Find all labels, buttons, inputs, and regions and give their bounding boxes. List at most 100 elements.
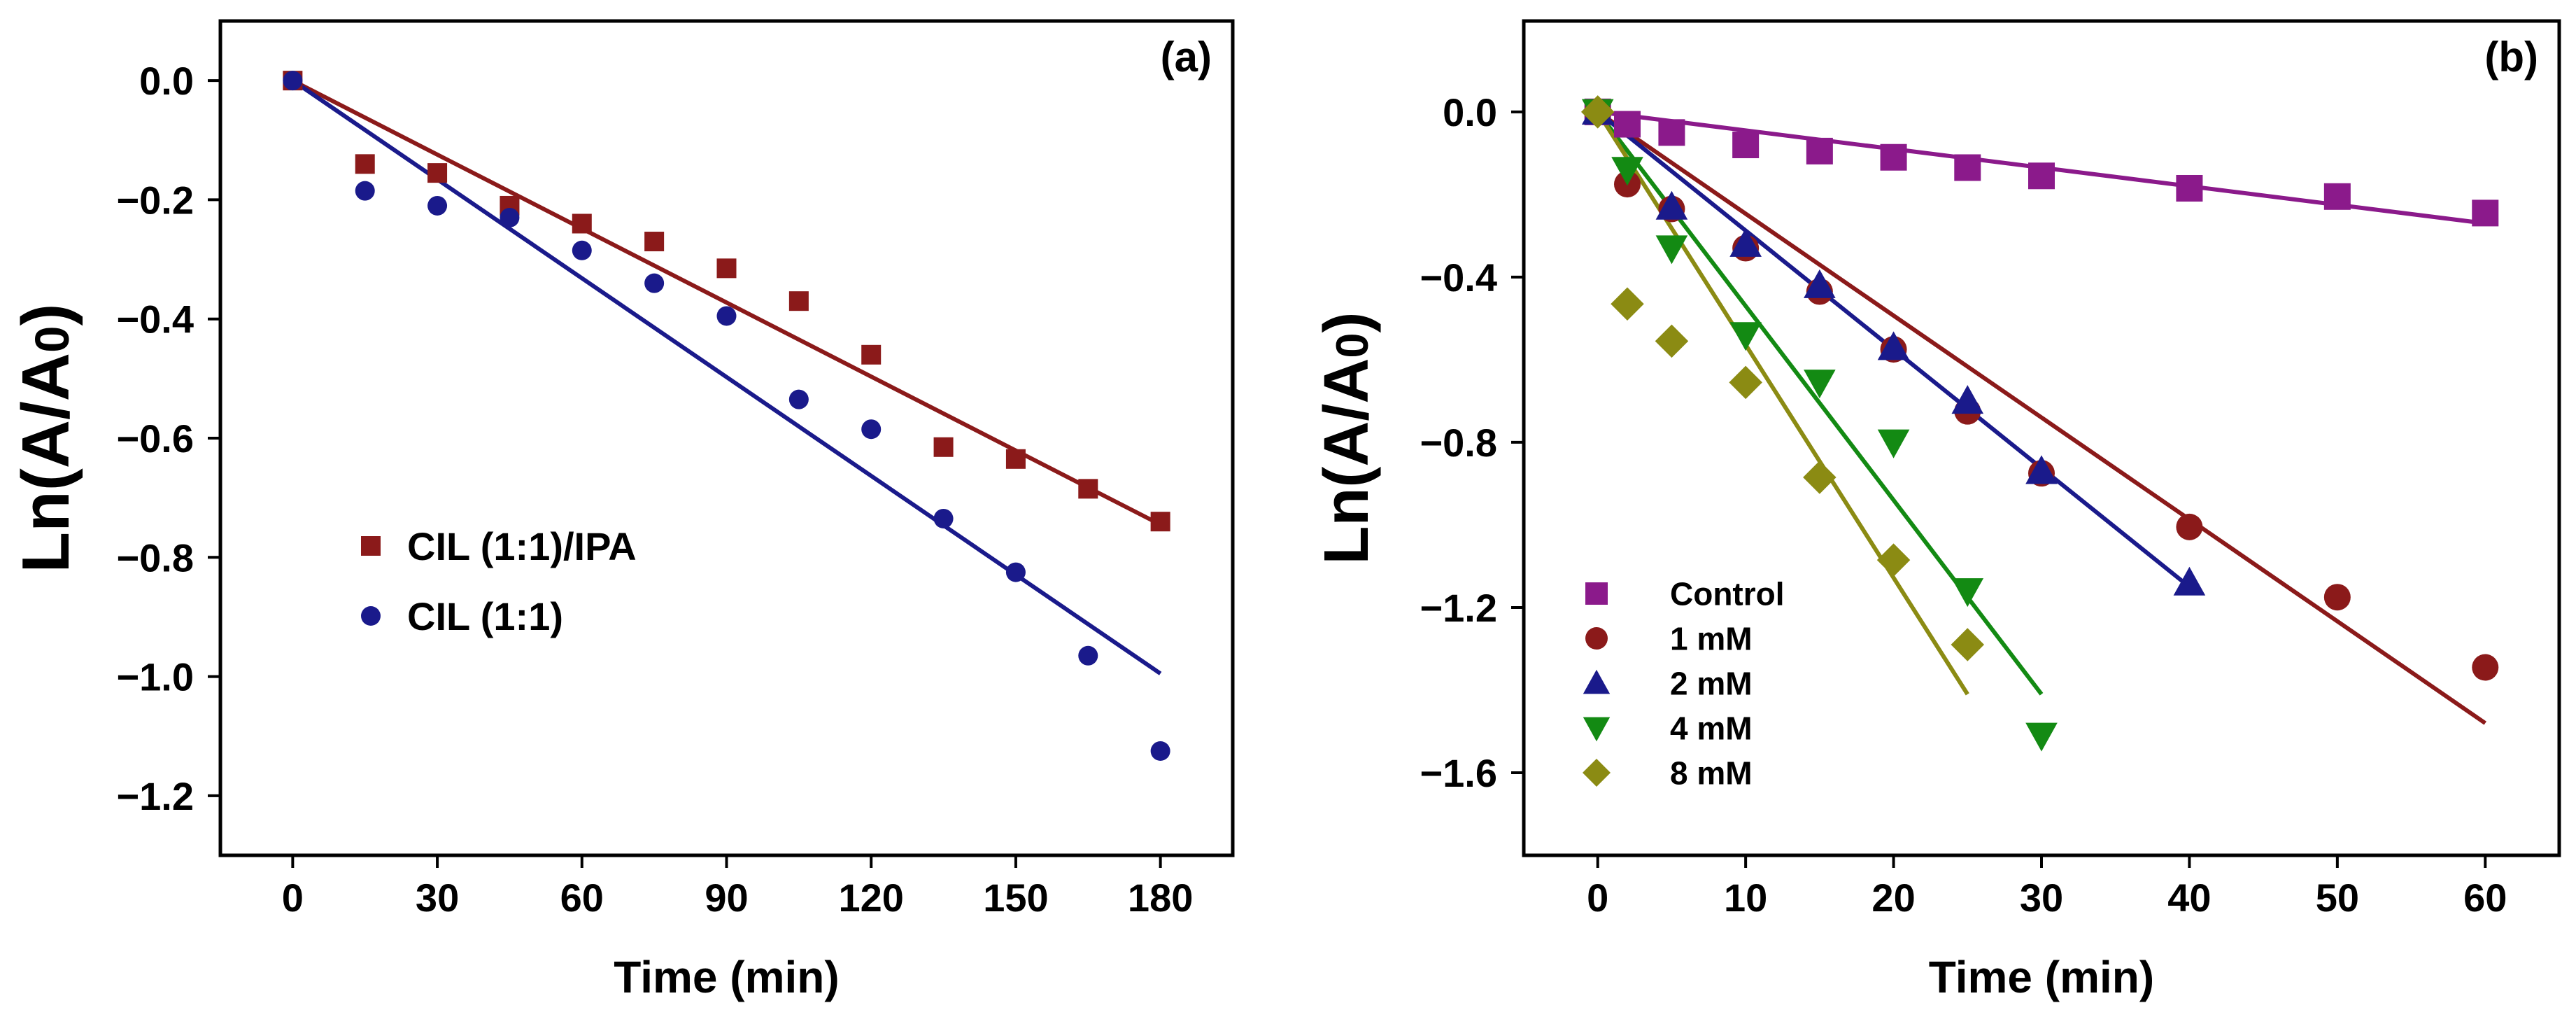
data-point-2-mm xyxy=(1655,190,1688,220)
data-point-control xyxy=(1614,111,1641,138)
y-tick-label-a: −1.0 xyxy=(116,655,194,699)
x-tick-label-b: 20 xyxy=(1871,876,1915,920)
data-point-cil-1-1-ipa xyxy=(861,344,882,365)
x-tick-label-a: 30 xyxy=(416,876,459,920)
y-axis-label-a: Ln(A/A0) xyxy=(8,304,83,573)
fit-line-cil-1-1 xyxy=(291,78,1162,675)
data-point-8-mm xyxy=(1729,365,1762,400)
legend-marker-control xyxy=(1585,582,1608,605)
x-tick-label-a: 0 xyxy=(282,876,304,920)
data-point-4-mm xyxy=(1729,322,1762,351)
data-point-1-mm xyxy=(2472,654,2499,681)
data-point-cil-1-1-ipa xyxy=(427,163,448,183)
plot-frame-a xyxy=(218,19,1235,857)
data-point-control xyxy=(2176,174,2203,202)
x-tick-label-b: 40 xyxy=(2167,876,2211,920)
x-tick-label-a: 60 xyxy=(560,876,604,920)
data-point-8-mm xyxy=(1580,95,1615,129)
data-point-cil-1-1-ipa xyxy=(933,437,954,457)
data-point-4-mm xyxy=(1951,578,1984,608)
y-tick-label-a: −0.4 xyxy=(116,297,194,342)
legend-marker-cil-1-1-ipa xyxy=(361,536,381,556)
y-tick-label-a: −0.2 xyxy=(116,178,194,222)
y-tick-label-b: 0.0 xyxy=(1443,90,1497,134)
data-point-cil-1-1-ipa xyxy=(1005,449,1026,469)
data-point-cil-1-1-ipa xyxy=(572,213,592,234)
data-point-2-mm xyxy=(2173,566,2206,596)
legend-label-control: Control xyxy=(1670,576,1785,612)
x-tick-label-a: 180 xyxy=(1128,876,1193,920)
fit-line-cil-1-1-ipa xyxy=(291,78,1162,527)
data-point-control xyxy=(2472,199,2499,227)
data-point-cil-1-1 xyxy=(861,419,882,440)
y-tick-label-a: −1.2 xyxy=(116,774,194,818)
data-point-cil-1-1-ipa xyxy=(1078,479,1098,499)
data-point-8-mm xyxy=(1803,461,1837,494)
legend-label-2-mm: 2 mM xyxy=(1670,666,1753,702)
data-point-8-mm xyxy=(1655,324,1689,358)
data-point-cil-1-1 xyxy=(355,181,375,201)
x-tick-label-a: 90 xyxy=(705,876,748,920)
data-point-control xyxy=(1732,132,1760,159)
y-tick-label-a: 0.0 xyxy=(139,59,194,103)
data-point-control xyxy=(1954,154,1981,181)
data-point-8-mm xyxy=(1876,543,1911,577)
legend-marker-cil-1-1 xyxy=(361,606,381,626)
x-tick-label-b: 0 xyxy=(1587,876,1608,920)
data-point-8-mm xyxy=(1611,287,1644,321)
data-point-cil-1-1-ipa xyxy=(716,258,737,279)
data-point-cil-1-1-ipa xyxy=(788,291,809,311)
data-point-2-mm xyxy=(1804,269,1836,298)
data-point-cil-1-1 xyxy=(500,207,520,227)
data-point-4-mm xyxy=(1611,157,1643,186)
data-point-2-mm xyxy=(2025,455,2058,484)
y-tick-label-a: −0.8 xyxy=(116,535,194,580)
x-axis-label-a: Time (min) xyxy=(614,952,839,1002)
legend-marker-8-mm xyxy=(1583,759,1611,787)
data-point-control xyxy=(1658,119,1685,146)
data-point-cil-1-1 xyxy=(716,306,737,326)
data-point-cil-1-1 xyxy=(1150,741,1170,761)
data-point-control xyxy=(2028,162,2055,190)
legend-marker-2-mm xyxy=(1583,669,1611,694)
data-point-1-mm xyxy=(2176,513,2203,540)
chart-panel-a: 0 30 60 90 120 150 180 0.0 −0.2 −0.4 −0.6 −0.8 −1.0 −… xyxy=(8,19,1235,1002)
fit-line-1-mm xyxy=(1597,110,2486,725)
chart-panel-b: 0 10 20 30 40 50 60 0.0 −0.4 −0.8 −1.2 −1.6 Time (mi… xyxy=(1312,19,2561,1002)
legend-label-8-mm: 8 mM xyxy=(1670,755,1753,792)
data-point-cil-1-1 xyxy=(644,273,665,293)
x-tick-label-a: 120 xyxy=(838,876,903,920)
legend-label-1-mm: 1 mM xyxy=(1670,621,1753,657)
data-point-control xyxy=(1880,143,1907,171)
x-tick-label-b: 10 xyxy=(1724,876,1767,920)
data-point-cil-1-1 xyxy=(283,71,303,91)
data-point-4-mm xyxy=(1877,429,1910,458)
panel-label-a: (a) xyxy=(1161,34,1212,80)
data-point-cil-1-1 xyxy=(572,240,592,260)
data-point-1-mm xyxy=(2323,584,2351,611)
legend-marker-4-mm xyxy=(1583,717,1611,742)
data-point-8-mm xyxy=(1951,628,1985,661)
y-tick-label-a: −0.6 xyxy=(116,416,194,461)
x-tick-label-b: 50 xyxy=(2316,876,2359,920)
data-point-2-mm xyxy=(1729,227,1762,257)
data-point-control xyxy=(1806,137,1833,164)
legend-label-4-mm: 4 mM xyxy=(1670,710,1753,747)
data-point-cil-1-1-ipa xyxy=(1150,512,1170,532)
y-tick-label-b: −0.4 xyxy=(1420,255,1497,300)
data-point-cil-1-1 xyxy=(933,508,954,528)
data-point-control xyxy=(2323,183,2351,210)
legend-marker-1-mm xyxy=(1585,627,1608,650)
panel-label-b: (b) xyxy=(2484,34,2538,80)
data-point-cil-1-1-ipa xyxy=(355,154,375,174)
y-tick-label-b: −0.8 xyxy=(1420,421,1497,465)
x-tick-label-a: 150 xyxy=(983,876,1048,920)
data-point-4-mm xyxy=(2025,722,2058,752)
data-point-4-mm xyxy=(1655,235,1688,265)
x-tick-label-b: 30 xyxy=(2020,876,2063,920)
y-axis-label-b: Ln(A/A0) xyxy=(1312,311,1382,564)
y-tick-label-b: −1.6 xyxy=(1420,751,1497,795)
data-point-cil-1-1 xyxy=(427,195,448,216)
legend-label-cil-1-1-ipa: CIL (1:1)/IPA xyxy=(407,524,637,568)
